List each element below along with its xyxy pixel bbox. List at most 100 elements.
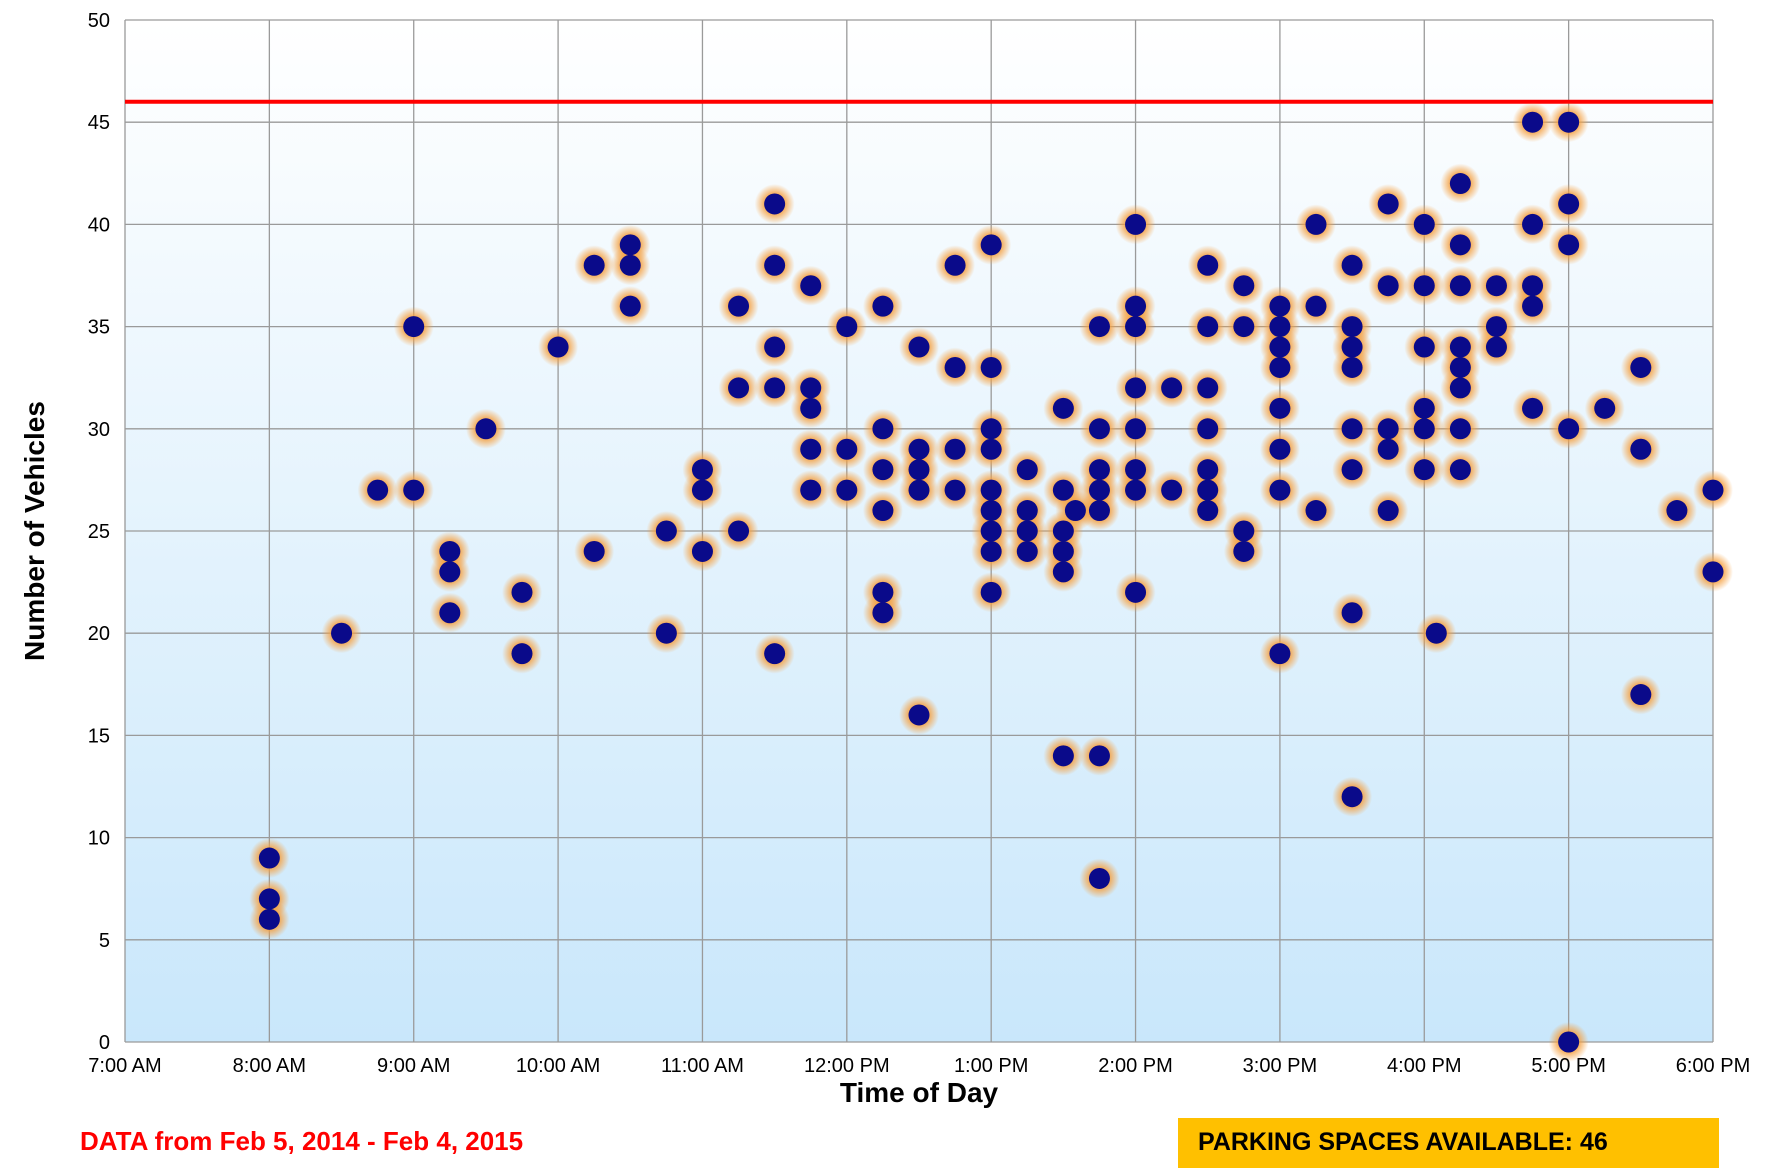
data-point <box>1341 459 1363 481</box>
data-point <box>1522 295 1544 317</box>
data-point <box>1413 213 1435 235</box>
y-tick-label: 35 <box>88 317 110 339</box>
data-point <box>872 602 894 624</box>
data-point <box>1449 173 1471 195</box>
data-point <box>1269 438 1291 460</box>
data-point <box>258 908 280 930</box>
data-point <box>1485 316 1507 338</box>
data-point <box>1341 418 1363 440</box>
data-point <box>1233 540 1255 562</box>
data-point <box>1377 438 1399 460</box>
data-point <box>1413 459 1435 481</box>
data-point <box>1413 397 1435 419</box>
data-point <box>1449 275 1471 297</box>
data-point <box>1125 418 1147 440</box>
data-point <box>619 295 641 317</box>
y-tick-label: 40 <box>88 214 110 236</box>
data-point <box>1449 418 1471 440</box>
data-point <box>800 438 822 460</box>
data-point <box>944 438 966 460</box>
y-axis-ticks: 0 5 10 15 20 25 30 35 40 45 50 <box>88 10 110 1054</box>
data-point <box>583 540 605 562</box>
data-point <box>872 581 894 603</box>
data-point <box>908 459 930 481</box>
data-point <box>1016 500 1038 522</box>
x-tick-label: 2:00 PM <box>1098 1055 1172 1077</box>
data-point <box>1449 336 1471 358</box>
data-point <box>980 500 1002 522</box>
data-point <box>980 438 1002 460</box>
data-point <box>1269 295 1291 317</box>
y-tick-label: 15 <box>88 725 110 747</box>
x-tick-label: 4:00 PM <box>1387 1055 1461 1077</box>
data-point <box>908 704 930 726</box>
data-point <box>1125 377 1147 399</box>
data-point <box>1341 254 1363 276</box>
data-point <box>800 397 822 419</box>
data-point <box>980 540 1002 562</box>
data-point <box>1052 745 1074 767</box>
data-point <box>1449 356 1471 378</box>
data-point <box>1269 397 1291 419</box>
data-point <box>1449 459 1471 481</box>
data-point <box>1064 500 1086 522</box>
data-point <box>1197 459 1219 481</box>
data-point <box>1702 561 1724 583</box>
data-point <box>872 459 894 481</box>
data-point <box>1425 622 1447 644</box>
data-point <box>908 438 930 460</box>
data-point <box>944 356 966 378</box>
data-point <box>1630 684 1652 706</box>
data-point <box>511 581 533 603</box>
data-point <box>800 479 822 501</box>
data-point <box>764 193 786 215</box>
data-point <box>1088 316 1110 338</box>
data-point <box>800 377 822 399</box>
data-point <box>1016 459 1038 481</box>
data-point <box>872 295 894 317</box>
data-point <box>1594 397 1616 419</box>
x-tick-label: 9:00 AM <box>377 1055 450 1077</box>
x-tick-label: 6:00 PM <box>1676 1055 1750 1077</box>
data-point <box>836 438 858 460</box>
data-point <box>1558 234 1580 256</box>
data-point <box>1088 479 1110 501</box>
x-tick-label: 5:00 PM <box>1531 1055 1605 1077</box>
data-point <box>1522 397 1544 419</box>
data-point <box>728 520 750 542</box>
data-point <box>1485 336 1507 358</box>
data-point <box>1522 111 1544 133</box>
data-point <box>691 540 713 562</box>
data-point <box>1341 316 1363 338</box>
data-point <box>655 520 677 542</box>
data-point <box>908 479 930 501</box>
data-point <box>1558 1031 1580 1053</box>
data-point <box>1016 540 1038 562</box>
data-point <box>1558 111 1580 133</box>
data-point <box>1197 500 1219 522</box>
data-point <box>980 479 1002 501</box>
y-tick-label: 10 <box>88 828 110 850</box>
data-point <box>619 254 641 276</box>
data-point <box>1197 479 1219 501</box>
data-point <box>403 479 425 501</box>
data-point <box>1341 786 1363 808</box>
data-point <box>1052 520 1074 542</box>
data-point <box>1197 316 1219 338</box>
data-point <box>1197 254 1219 276</box>
data-point <box>439 561 461 583</box>
data-point <box>836 479 858 501</box>
data-point <box>908 336 930 358</box>
y-tick-label: 50 <box>88 10 110 32</box>
data-point <box>1197 418 1219 440</box>
data-point <box>764 254 786 276</box>
y-tick-label: 45 <box>88 112 110 134</box>
data-point <box>1377 500 1399 522</box>
data-point <box>1341 336 1363 358</box>
parking-capacity-label: PARKING SPACES AVAILABLE: 46 <box>1178 1118 1719 1168</box>
data-point <box>1377 193 1399 215</box>
data-point <box>1630 438 1652 460</box>
data-point <box>764 377 786 399</box>
data-point <box>1161 479 1183 501</box>
